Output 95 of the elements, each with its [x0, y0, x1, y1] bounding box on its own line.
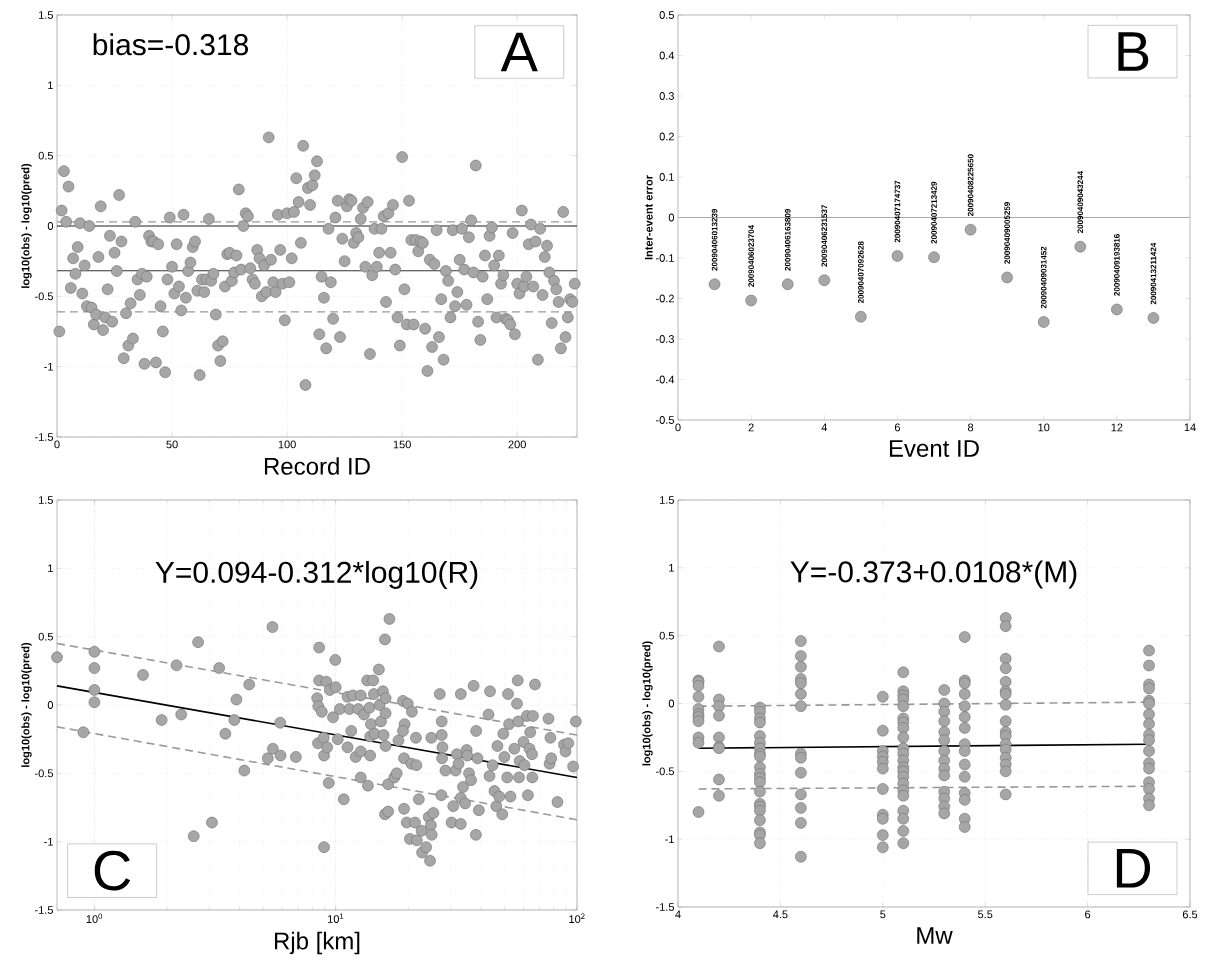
annotation: 20090406231537: [821, 205, 828, 267]
y-axis-title: log10(obs) - log10(pred): [21, 163, 32, 288]
point: [781, 278, 794, 291]
y-tick-label: -0.5: [656, 767, 674, 776]
point: [1037, 316, 1050, 328]
x-axis-title: Event ID: [889, 440, 979, 457]
y-tick-label: 0: [47, 701, 54, 709]
annotation: 20090413211424: [1150, 242, 1157, 305]
x-tick-label: 100: [278, 440, 296, 449]
y-tick-label: -1.5: [656, 903, 674, 911]
y-tick-label: 1.5: [660, 496, 674, 504]
y-tick-label: -1: [665, 835, 674, 843]
point: [964, 223, 977, 236]
x-axis-title: Mw: [917, 927, 953, 944]
x-tick-label: 10$^{2}$: [569, 913, 585, 923]
x-tick-label: 2: [748, 423, 754, 432]
point: [855, 310, 867, 323]
y-axis-title: log10(obs) - log10(pred): [642, 641, 653, 766]
annotation: 20090407174737: [894, 180, 901, 243]
y-tick-label: -0.4: [656, 375, 675, 384]
x-tick-label: 10: [1038, 423, 1050, 432]
y-tick-label: -0.1: [656, 254, 674, 262]
y-tick-label: 0.5: [38, 632, 53, 641]
y-axis-title: log10(obs) - log10(pred): [21, 642, 32, 767]
x-tick-label: 6.5: [1182, 910, 1198, 919]
x-tick-label: 4: [821, 423, 828, 432]
annotation: 20090407092628: [858, 241, 864, 304]
y-tick-label: 0.5: [38, 151, 53, 160]
annotation: Y=-0.373+0.0108*(M): [790, 560, 1077, 589]
x-tick-label: 4: [675, 910, 681, 919]
y-tick-label: 1.5: [39, 496, 53, 504]
annotation: B: [1118, 32, 1149, 71]
y-tick-label: 0.5: [659, 11, 674, 19]
y-tick-label: -1: [44, 837, 53, 846]
y-tick-label: -1.5: [35, 906, 53, 914]
x-tick-label: 5.5: [978, 910, 993, 919]
y-tick-label: -0.5: [35, 769, 53, 778]
y-axis-title: Inter-event error: [644, 175, 653, 260]
annotation: 20090407213429: [931, 181, 937, 244]
x-tick-label: 4.5: [773, 910, 788, 919]
annotation: 20090409193816: [1114, 234, 1120, 296]
point: [1001, 271, 1013, 284]
annotation: 20090406163809: [784, 208, 791, 271]
annotation: C: [94, 850, 131, 891]
y-tick-label: 1.5: [39, 11, 53, 19]
y-tick-label: -0.3: [656, 335, 674, 343]
annotation: 20090409043244: [1077, 171, 1084, 234]
y-tick-label: 0.2: [659, 132, 674, 141]
y-tick-label: -0.5: [35, 292, 53, 301]
y-tick-label: 0: [47, 222, 54, 230]
annotation: A: [500, 32, 538, 72]
annotation: 20090409031452: [1040, 246, 1047, 309]
x-tick-label: 14: [1184, 423, 1196, 432]
annotation: bias=-0.318: [93, 33, 249, 56]
point: [1147, 312, 1160, 324]
y-tick-label: -0.2: [656, 294, 674, 303]
annotation: Y=0.094-0.312*log10(R): [155, 560, 478, 589]
annotation: 20090408225650: [967, 154, 974, 217]
y-tick-label: 0: [668, 699, 675, 708]
y-tick-label: 0: [668, 213, 675, 222]
y-tick-label: 0.4: [659, 51, 675, 60]
y-tick-label: 0.5: [659, 631, 674, 640]
y-tick-label: -1.5: [35, 433, 53, 441]
y-tick-label: 0.3: [659, 92, 674, 100]
x-tick-label: 8: [967, 423, 974, 432]
point: [891, 250, 904, 262]
x-tick-label: 200: [508, 440, 526, 449]
x-tick-label: 6: [1085, 910, 1091, 919]
y-tick-label: -0.5: [656, 416, 674, 424]
point: [1074, 240, 1087, 253]
x-tick-label: 6: [894, 423, 901, 432]
annotation: 20090409005259: [1004, 202, 1010, 264]
annotation: 20090406013239: [711, 208, 718, 271]
x-tick-label: 0: [675, 423, 681, 432]
x-tick-label: 12: [1111, 423, 1123, 432]
annotation: D: [1116, 849, 1151, 888]
x-axis-title: Record ID: [264, 457, 370, 475]
x-tick-label: 5: [880, 910, 886, 919]
x-tick-label: 10$^{0}$: [86, 913, 103, 923]
y-tick-label: -1: [44, 362, 53, 371]
point: [708, 278, 721, 291]
point: [818, 274, 831, 287]
annotation: 20090406023704: [748, 224, 754, 287]
x-tick-label: 150: [393, 440, 411, 449]
y-tick-label: 1: [48, 564, 53, 573]
x-axis-title: Rjb [km]: [274, 931, 360, 955]
x-tick-label: 50: [166, 440, 178, 449]
y-tick-label: 1: [48, 81, 53, 90]
x-tick-label: 10$^{1}$: [328, 913, 344, 923]
y-tick-label: 0.1: [659, 173, 674, 181]
point: [745, 294, 757, 307]
y-tick-label: 1: [669, 564, 674, 572]
point: [928, 251, 940, 263]
x-tick-label: 0: [54, 440, 60, 449]
point: [1111, 303, 1123, 316]
